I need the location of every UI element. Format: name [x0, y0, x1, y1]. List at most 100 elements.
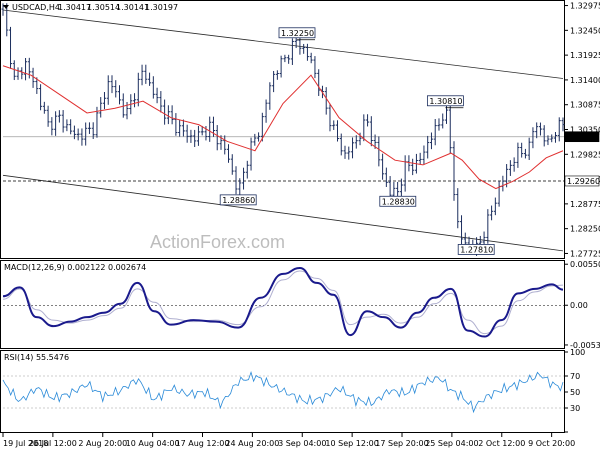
macd-y-tick-label: 0.00	[570, 301, 588, 310]
price-bar	[433, 118, 437, 146]
swing-annotation: 1.27810	[457, 244, 495, 255]
price-y-tick-label: 1.29825	[570, 150, 600, 159]
price-legend-l: 1.30141	[116, 3, 149, 12]
price-bar	[253, 133, 257, 146]
macd-main-line	[2, 266, 564, 338]
price-bar	[501, 175, 505, 192]
price-bar	[144, 64, 148, 84]
price-bar	[16, 67, 20, 80]
price-bar	[429, 132, 433, 150]
price-bar	[95, 106, 99, 138]
price-y-tick-label: 1.32450	[570, 26, 600, 35]
price-bar	[523, 148, 527, 159]
price-bar	[268, 82, 272, 110]
price-bar	[354, 135, 358, 149]
svg-text:1.32250: 1.32250	[281, 29, 314, 38]
price-bar	[411, 158, 415, 176]
rsi-y-tick-label: 50	[570, 388, 580, 397]
price-bar	[302, 43, 306, 54]
price-bar	[546, 135, 550, 146]
price-bar	[50, 117, 54, 136]
rsi-y-tick-label: 100	[570, 348, 585, 357]
price-bar	[12, 60, 16, 81]
price-bar	[339, 133, 343, 156]
x-tick-label: 24 Aug 20:00	[225, 439, 279, 448]
price-bar	[102, 92, 106, 110]
price-y-tick-label: 1.30875	[570, 101, 600, 110]
price-bar	[422, 145, 426, 165]
price-bar	[118, 85, 122, 105]
price-bar	[347, 146, 351, 160]
price-y-tick-label: 1.31925	[570, 51, 600, 60]
price-bar	[65, 119, 69, 132]
price-bar	[396, 181, 400, 198]
price-bar	[189, 129, 193, 143]
price-bar	[230, 154, 234, 175]
price-bar	[275, 70, 279, 80]
price-bar	[456, 188, 460, 229]
legend-triangle-icon	[3, 5, 9, 9]
price-bar	[313, 56, 317, 79]
price-bar	[42, 101, 46, 114]
price-bar	[272, 70, 276, 93]
price-bar	[238, 178, 242, 196]
price-bar	[309, 52, 313, 64]
price-bar	[106, 75, 110, 105]
price-bar	[31, 67, 35, 88]
price-bar	[181, 119, 185, 137]
macd-signal-line	[2, 270, 564, 335]
price-y-tick-label: 1.30350	[570, 126, 600, 135]
price-bar	[91, 122, 95, 139]
svg-text:1.27810: 1.27810	[460, 245, 493, 254]
x-tick-label: 25 Sep 04:00	[425, 439, 478, 448]
x-tick-label: 26 Jul 12:00	[29, 439, 77, 448]
price-bar	[351, 137, 355, 159]
price-bar	[215, 125, 219, 151]
x-tick-label: 10 Sep 12:00	[325, 439, 378, 448]
price-y-axis: 1.32975 1.32450 1.31925 1.31400 1.30875 1.303…	[564, 2, 600, 258]
watermark: ActionForex.com	[150, 232, 285, 252]
price-bar	[24, 57, 28, 81]
rsi-y-tick-label: 70	[570, 372, 580, 381]
macd-y-tick-label: -0.005326	[570, 341, 600, 350]
price-bar	[136, 72, 140, 107]
price-bar	[193, 129, 197, 147]
price-bar	[257, 132, 261, 142]
swing-annotation: 1.28860	[219, 194, 257, 206]
price-y-tick-label: 1.28250	[570, 225, 600, 234]
price-bar	[76, 128, 80, 141]
price-bar	[497, 180, 501, 207]
price-bar	[512, 157, 516, 172]
price-bar	[553, 131, 557, 143]
price-bar	[527, 137, 531, 160]
price-bar	[242, 167, 246, 190]
x-tick-label: 9 Oct 20:00	[528, 439, 575, 448]
price-bar	[234, 166, 238, 195]
price-bar	[542, 125, 546, 147]
x-tick-label: 17 Sep 20:00	[375, 439, 428, 448]
price-legend-o: 1.30417	[58, 3, 91, 12]
price-bar	[328, 103, 332, 132]
price-bar	[54, 111, 58, 136]
price-bar	[223, 135, 227, 155]
price-bar	[57, 110, 61, 123]
price-bar	[381, 153, 385, 180]
moving-average-line	[2, 65, 564, 190]
price-bar	[114, 80, 118, 98]
price-bar	[550, 134, 554, 143]
price-bar	[110, 75, 114, 94]
price-bar	[200, 125, 204, 136]
swing-annotation: 1.30810	[426, 95, 464, 109]
x-tick-label: 10 Aug 04:00	[126, 439, 180, 448]
macd-panel-frame	[0, 260, 565, 349]
price-bar	[561, 117, 565, 132]
x-tick-label: 19 Jul 2018	[3, 439, 48, 448]
price-y-tick-label: 1.31400	[570, 76, 600, 85]
price-bar	[87, 122, 91, 134]
price-bar	[170, 105, 174, 125]
rsi-legend: RSI(14) 55.5476	[4, 353, 69, 362]
x-tick-label: 2 Oct 12:00	[478, 439, 525, 448]
price-bar	[227, 144, 231, 163]
price-bar	[426, 135, 430, 159]
